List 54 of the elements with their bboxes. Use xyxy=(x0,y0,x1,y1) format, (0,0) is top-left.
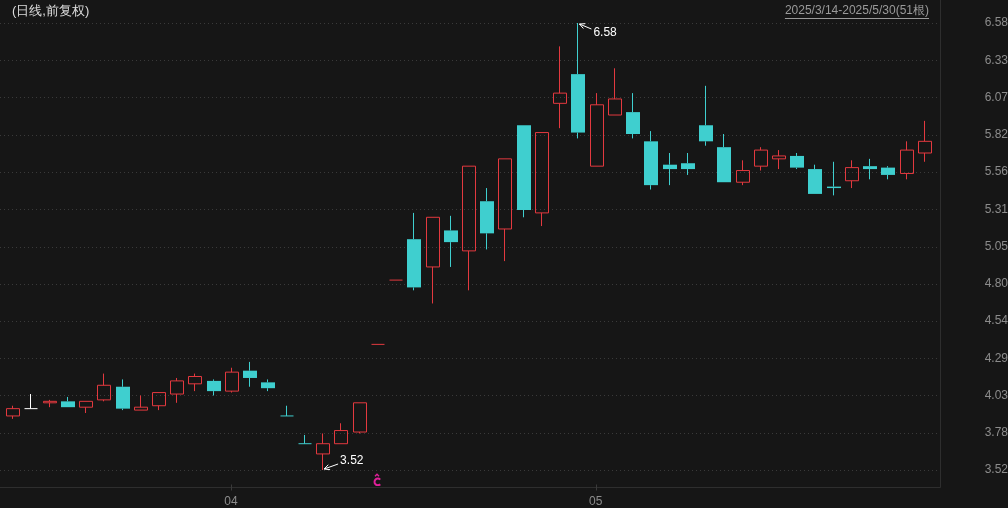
y-tick-label: 6.33 xyxy=(984,52,1008,67)
annotation: 3.52 xyxy=(340,453,364,468)
candlestick xyxy=(918,120,932,163)
y-tick-label: 5.82 xyxy=(984,127,1008,142)
candlestick xyxy=(152,392,166,411)
candlestick xyxy=(808,164,822,194)
chart-title: (日线,前复权) xyxy=(12,2,90,18)
candlestick xyxy=(334,422,348,445)
y-tick-label: 6.58 xyxy=(984,15,1008,30)
candlestick xyxy=(134,395,148,411)
candlestick xyxy=(261,378,275,392)
candlestick xyxy=(608,67,622,116)
candlestick xyxy=(535,132,549,227)
y-tick-label: 3.78 xyxy=(984,425,1008,440)
candlestick xyxy=(699,85,713,147)
candlestick xyxy=(116,378,130,409)
candlestick xyxy=(462,165,476,291)
y-tick-label: 6.07 xyxy=(984,89,1008,104)
candlestick xyxy=(553,45,567,129)
candlestick xyxy=(790,152,804,168)
candlestick xyxy=(243,361,257,388)
candlestick xyxy=(663,152,677,186)
candlestick xyxy=(863,158,877,180)
candlestick xyxy=(407,212,421,291)
x-tick-label: 05 xyxy=(588,493,603,508)
y-tick-label: 4.54 xyxy=(984,313,1008,328)
text: 2025/3/14-2025/5/30(51根) xyxy=(784,3,929,18)
candlestick xyxy=(61,396,75,408)
y-tick-label: 4.03 xyxy=(984,387,1008,402)
candlestick xyxy=(498,158,512,262)
annotation: 6.58 xyxy=(593,25,618,40)
candlestick xyxy=(681,152,695,176)
x-tick-label: 04 xyxy=(224,493,238,508)
y-tick-label: 5.56 xyxy=(984,164,1008,179)
candlestick xyxy=(845,159,859,189)
candlestick xyxy=(24,393,38,410)
candlestick xyxy=(644,130,658,191)
y-tick-label: 5.31 xyxy=(984,201,1008,216)
candlestick xyxy=(590,92,604,167)
candlestick xyxy=(881,167,895,180)
candlestick xyxy=(280,405,294,417)
y-tick-label: 5.05 xyxy=(984,238,1008,253)
candlestick xyxy=(517,125,531,218)
y-tick-label: 4.29 xyxy=(984,350,1008,365)
candlestick xyxy=(426,216,440,304)
candlestick xyxy=(188,373,202,392)
candlestick xyxy=(626,92,640,139)
y-tick-label: 4.80 xyxy=(984,276,1008,291)
candlestick xyxy=(717,133,731,183)
candlestick xyxy=(480,187,494,250)
y-tick-label: 3.52 xyxy=(984,462,1008,477)
candlestick xyxy=(736,159,750,186)
candlestick xyxy=(207,380,221,396)
candlestick xyxy=(444,215,458,268)
